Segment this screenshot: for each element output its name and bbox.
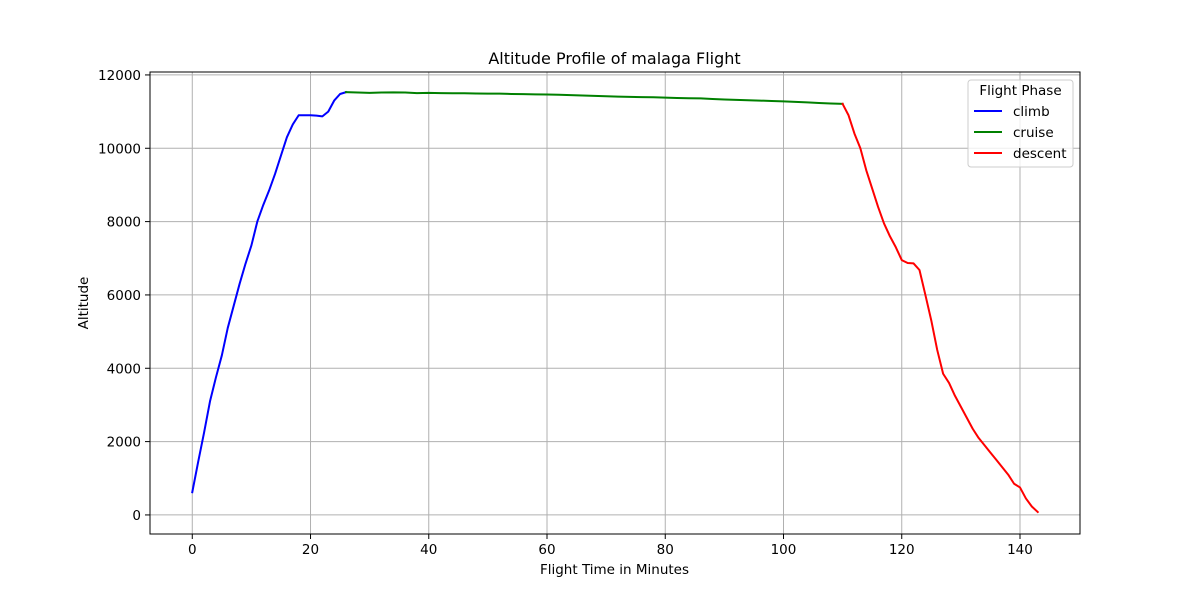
x-tick-label: 120 xyxy=(889,542,915,558)
y-axis-ticks: 0 2000 4000 6000 8000 10000 12000 xyxy=(98,68,150,524)
legend-items: climb cruise descent xyxy=(974,104,1067,162)
legend-label-cruise: cruise xyxy=(1013,125,1054,141)
y-axis-label: Altitude xyxy=(76,277,92,330)
y-tick-label: 12000 xyxy=(98,68,141,84)
y-tick-label: 4000 xyxy=(107,361,141,377)
legend-title: Flight Phase xyxy=(979,83,1061,99)
y-tick-label: 2000 xyxy=(107,435,141,451)
x-tick-label: 40 xyxy=(420,542,437,558)
series-lines xyxy=(191,90,1040,514)
series-line-climb xyxy=(191,90,348,494)
legend-label-descent: descent xyxy=(1013,146,1067,162)
y-tick-label: 0 xyxy=(132,508,141,524)
plot-frame xyxy=(149,71,1081,535)
legend: Flight Phase climb cruise descent xyxy=(967,79,1074,168)
x-axis-ticks: 0 20 40 60 80 100 120 140 xyxy=(188,534,1033,558)
x-tick-label: 80 xyxy=(657,542,674,558)
x-tick-label: 140 xyxy=(1007,542,1033,558)
grid-lines xyxy=(150,72,1080,534)
legend-frame xyxy=(967,79,1074,168)
legend-label-climb: climb xyxy=(1013,104,1050,120)
series-line-descent xyxy=(841,102,1040,514)
x-tick-label: 20 xyxy=(302,542,319,558)
y-tick-label: 8000 xyxy=(107,215,141,231)
x-tick-label: 0 xyxy=(188,542,197,558)
x-axis-label: Flight Time in Minutes xyxy=(540,562,689,578)
x-tick-label: 100 xyxy=(771,542,797,558)
chart-title: Altitude Profile of malaga Flight xyxy=(488,49,740,68)
y-tick-label: 10000 xyxy=(98,141,141,157)
y-tick-label: 6000 xyxy=(107,288,141,304)
plot-area xyxy=(150,72,1080,534)
x-tick-label: 60 xyxy=(538,542,555,558)
series-line-cruise xyxy=(344,91,844,105)
